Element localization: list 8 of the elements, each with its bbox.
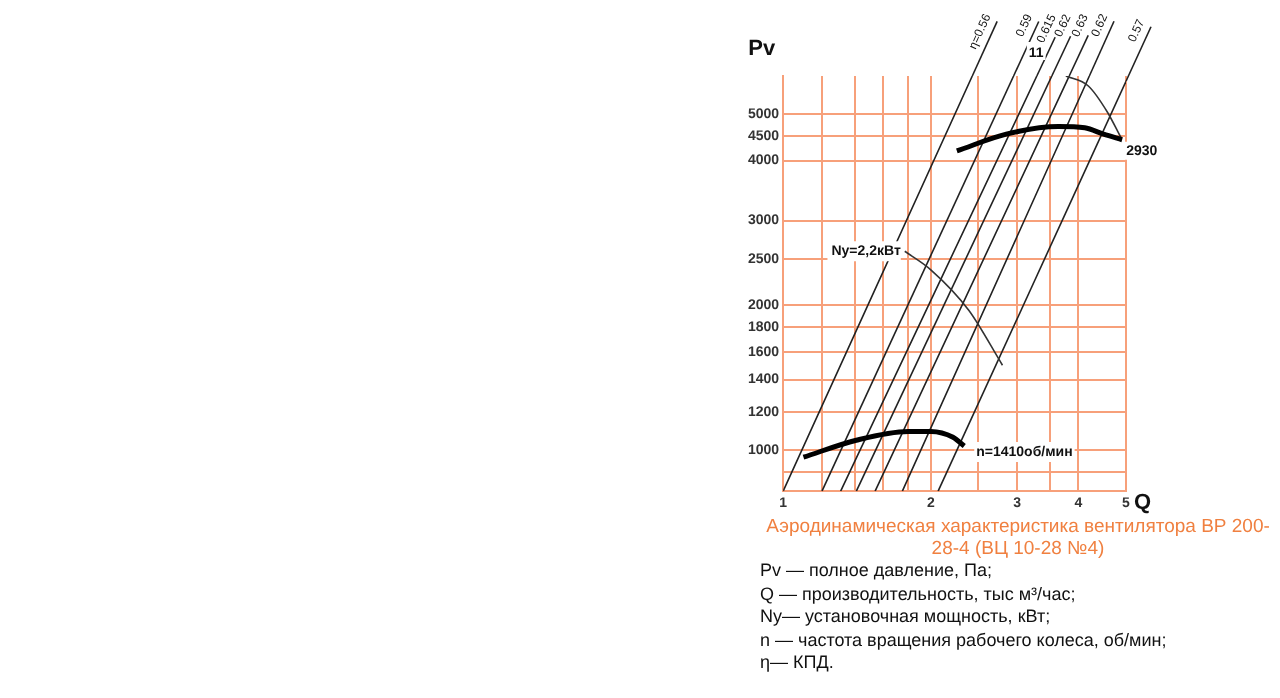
text: Ny— установочная мощность, кВт; [760,606,1053,629]
x-axis-title: Q [1134,491,1152,516]
text: n — частота вращения рабочего колеса, об/мин; [760,629,1169,652]
y-axis-title: Pv [748,37,777,62]
text: Pv — полное давление, Па; [760,560,994,583]
text: Аэродинамическая характеристика вентилятора ВР 200-28-4 (ВЦ 10-28 №4) [764,516,1272,560]
text: Q — производительность, тыс м³/час; [760,583,1078,606]
text: η— КПД. [760,652,836,675]
